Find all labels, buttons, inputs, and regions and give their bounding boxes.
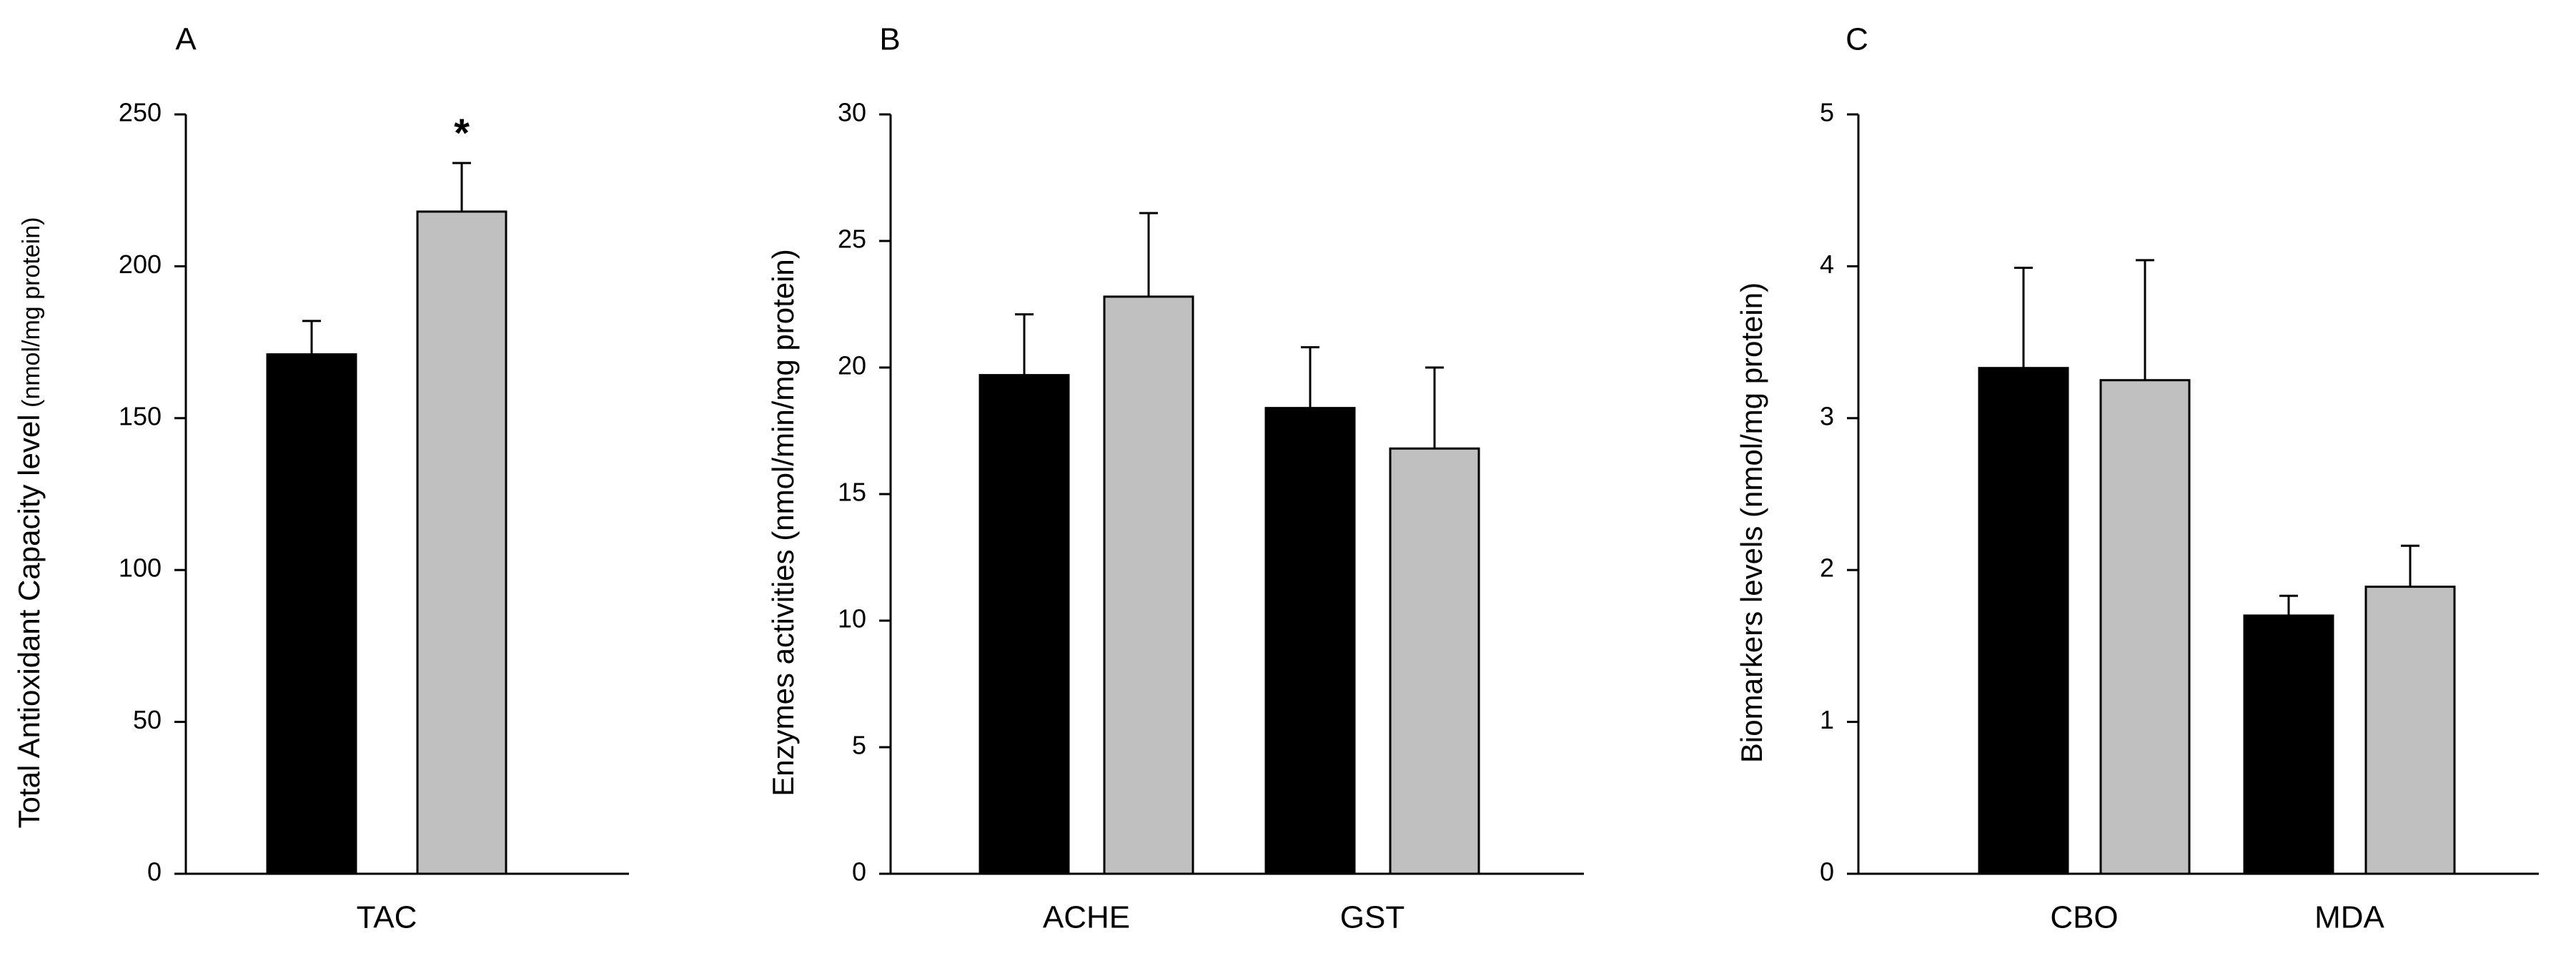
y-tick-label: 200 bbox=[119, 250, 162, 279]
y-axis-label-main: Enzymes activities (nmol/min/mg protein) bbox=[766, 249, 800, 797]
bar bbox=[1978, 367, 2069, 875]
y-axis-label-main: Total Antioxidant Capacity level bbox=[12, 414, 46, 828]
significance-marker: * bbox=[454, 110, 470, 155]
bar bbox=[979, 374, 1070, 875]
y-tick-label: 2 bbox=[1820, 553, 1834, 583]
bar bbox=[1389, 447, 1480, 875]
x-category-label: TAC bbox=[357, 900, 417, 935]
y-tick-label: 0 bbox=[852, 857, 866, 887]
y-tick-label: 100 bbox=[119, 553, 162, 583]
x-category-label: CBO bbox=[2050, 900, 2118, 935]
y-tick-label: 50 bbox=[133, 705, 162, 734]
bar bbox=[1103, 295, 1194, 875]
chart-panel-a: A 0 50 100 150 200 250 Total Antioxidant Capaci… bbox=[12, 22, 629, 935]
y-axis-label-unit: (nmol/mg protein) bbox=[18, 217, 45, 415]
x-category-label: GST bbox=[1340, 900, 1405, 935]
y-tick-label: 0 bbox=[1820, 857, 1834, 887]
bar bbox=[266, 353, 357, 875]
y-tick-label: 0 bbox=[147, 857, 162, 887]
y-tick-label: 15 bbox=[838, 478, 866, 507]
bar bbox=[416, 210, 507, 875]
bar bbox=[2099, 379, 2191, 875]
y-axis-label: Total Antioxidant Capacity level (nmol/m… bbox=[12, 217, 46, 829]
y-tick-label: 3 bbox=[1820, 401, 1834, 430]
x-category-label: ACHE bbox=[1043, 900, 1130, 935]
y-axis-label: Enzymes activities (nmol/min/mg protein) bbox=[766, 249, 800, 797]
y-tick-label: 250 bbox=[119, 98, 162, 127]
y-tick-label: 10 bbox=[838, 604, 866, 634]
panel-letter: B bbox=[879, 22, 900, 57]
bar bbox=[1264, 407, 1356, 875]
y-axis-label-main: Biomarkers levels (nmol/mg protein) bbox=[1735, 282, 1768, 763]
bar bbox=[2364, 586, 2456, 875]
y-tick-label: 4 bbox=[1820, 250, 1834, 279]
bar bbox=[2243, 614, 2334, 875]
y-tick-label: 20 bbox=[838, 351, 866, 380]
y-tick-label: 30 bbox=[838, 98, 866, 127]
panel-letter: C bbox=[1846, 22, 1868, 57]
y-tick-label: 150 bbox=[119, 401, 162, 430]
y-tick-label: 5 bbox=[852, 731, 866, 760]
y-tick-label: 1 bbox=[1820, 705, 1834, 734]
x-category-label: MDA bbox=[2314, 900, 2384, 935]
y-tick-label: 25 bbox=[838, 225, 866, 254]
chart-panel-b: B 0 5 10 15 20 25 30 Enzymes activities (nmol/mi… bbox=[766, 22, 1584, 935]
chart-panel-c: C 0 1 2 3 4 5 Biomarkers levels (nmol/mg protei… bbox=[1735, 22, 2539, 935]
panel-letter: A bbox=[175, 22, 197, 57]
y-tick-label: 5 bbox=[1820, 98, 1834, 127]
y-axis-label: Biomarkers levels (nmol/mg protein) bbox=[1735, 282, 1768, 763]
